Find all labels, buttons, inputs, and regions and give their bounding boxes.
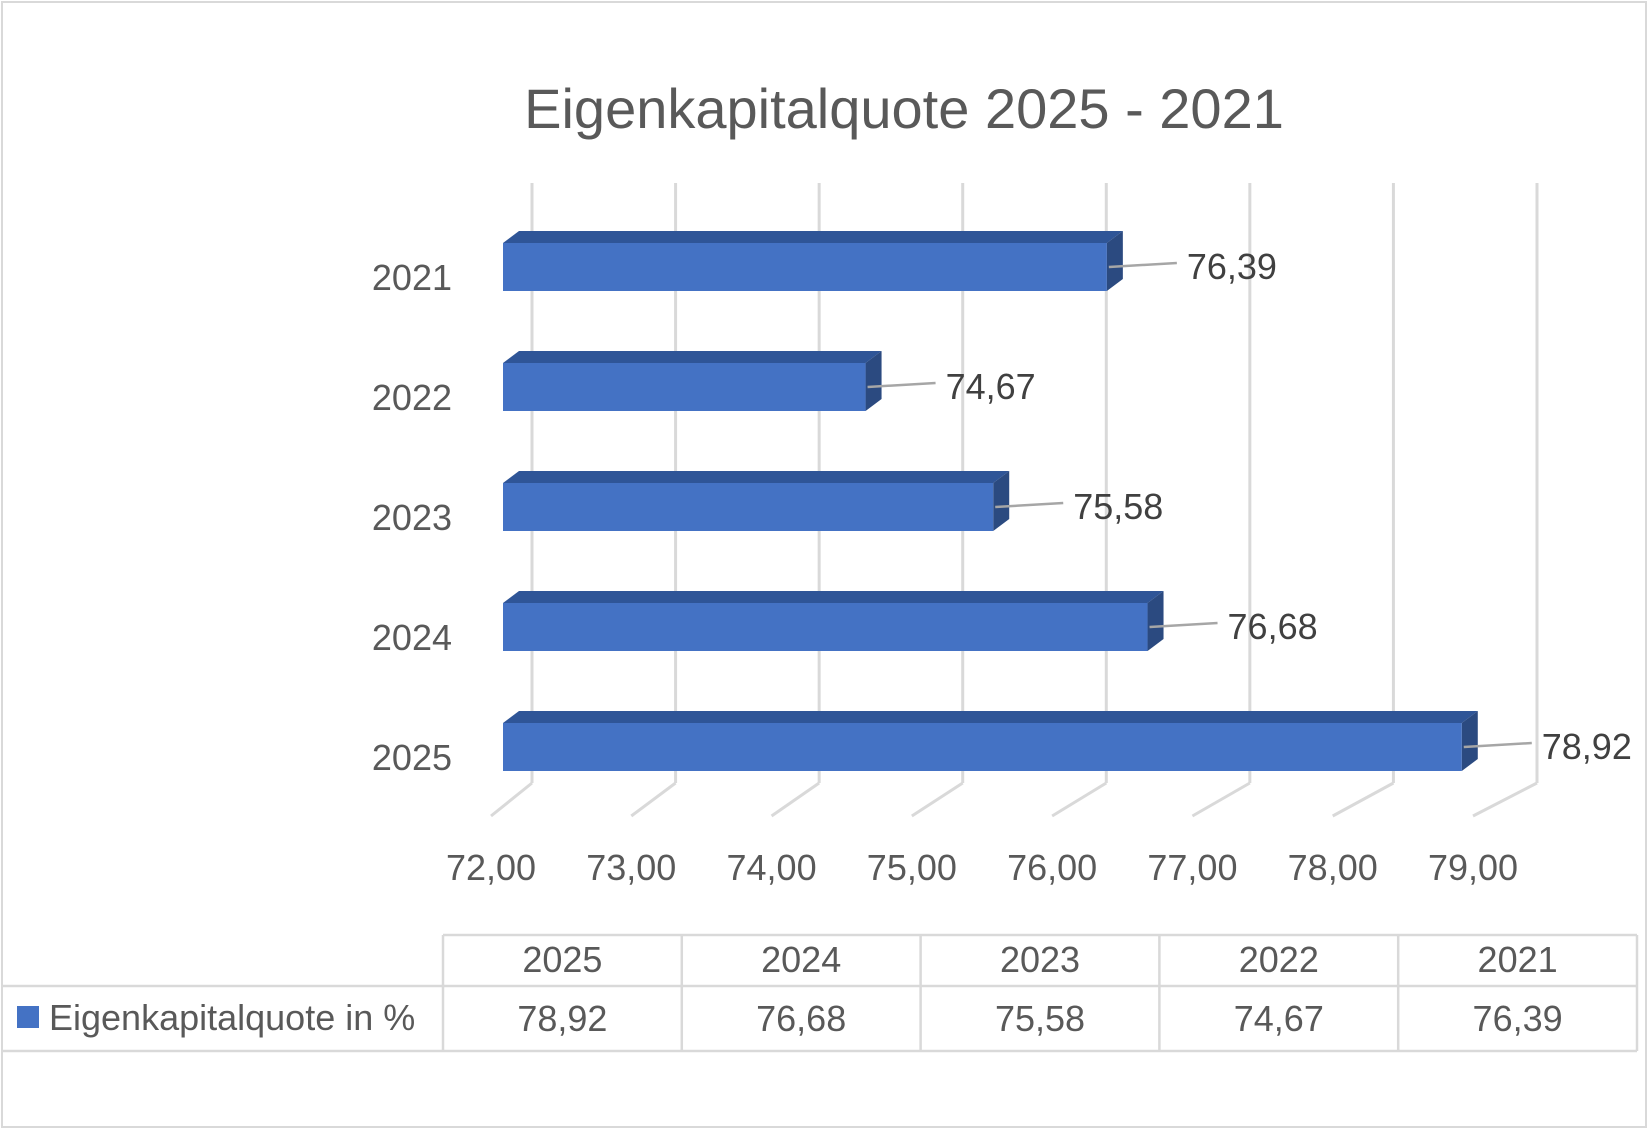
data-labels: 76,39 74,67 75,58 76,68 78,92 [867,246,1632,767]
y-axis-labels: 2021 2022 2023 2024 2025 [372,257,452,778]
x-tick-label: 72,00 [446,847,536,888]
x-tick-label: 77,00 [1147,847,1237,888]
table-header-cell: 2021 [1478,939,1558,980]
table-header-cell: 2022 [1239,939,1319,980]
bar-side-face [1461,711,1478,771]
gridline-floor [490,781,533,818]
bar [503,243,1107,291]
bar-top-face [503,231,1123,243]
gridline-floor [911,781,964,818]
table-header-cell: 2023 [1000,939,1080,980]
gridline-floor [1051,781,1108,818]
chart-title: Eigenkapitalquote 2025 - 2021 [524,77,1284,140]
table-value-cell: 74,67 [1234,998,1324,1039]
x-tick-label: 76,00 [1007,847,1097,888]
leader-line [867,381,936,389]
table-value-cell: 78,92 [517,998,607,1039]
bar [503,363,866,411]
gridline-floor [1191,781,1251,818]
leader-line [1149,621,1218,629]
bars [503,231,1478,771]
data-label: 75,58 [1073,486,1163,527]
bar [503,483,994,531]
y-category-label: 2024 [372,617,452,658]
y-category-label: 2025 [372,737,452,778]
bar-top-face [503,471,1010,483]
data-label: 78,92 [1542,726,1632,767]
bar-top-face [503,591,1164,603]
leader-line [995,501,1064,509]
data-table: 2025 2024 2023 2022 2021 78,92 76,68 75,58 74,67… [1,933,1639,1053]
table-header-cell: 2025 [522,939,602,980]
leader-line [1463,741,1532,749]
legend-label: Eigenkapitalquote in % [49,997,415,1038]
x-tick-label: 73,00 [586,847,676,888]
data-label: 74,67 [946,366,1036,407]
table-value-cell: 76,68 [756,998,846,1039]
gridline-floor [1331,781,1395,818]
table-value-cell: 75,58 [995,998,1085,1039]
gridline-floor [1472,781,1538,818]
x-axis-labels: 72,00 73,00 74,00 75,00 76,00 77,00 78,00 79,00 [446,847,1518,888]
bar-top-face [503,711,1478,723]
bar-side-face [993,471,1010,531]
table-header-cell: 2024 [761,939,841,980]
legend-swatch [17,1006,39,1028]
x-tick-label: 79,00 [1428,847,1518,888]
x-tick-label: 78,00 [1288,847,1378,888]
bar-top-face [503,351,882,363]
x-tick-label: 75,00 [867,847,957,888]
y-category-label: 2023 [372,497,452,538]
x-tick-label: 74,00 [727,847,817,888]
bar [503,723,1462,771]
gridline-floor [630,781,677,818]
table-value-cell: 76,39 [1473,998,1563,1039]
data-label: 76,68 [1228,606,1318,647]
leader-line [1108,261,1177,269]
y-category-label: 2022 [372,377,452,418]
y-category-label: 2021 [372,257,452,298]
bar-side-face [1147,591,1164,651]
data-label: 76,39 [1187,246,1277,287]
gridline-floor [770,781,820,818]
bar-side-face [1106,231,1123,291]
bar [503,603,1148,651]
bar-side-face [865,351,882,411]
